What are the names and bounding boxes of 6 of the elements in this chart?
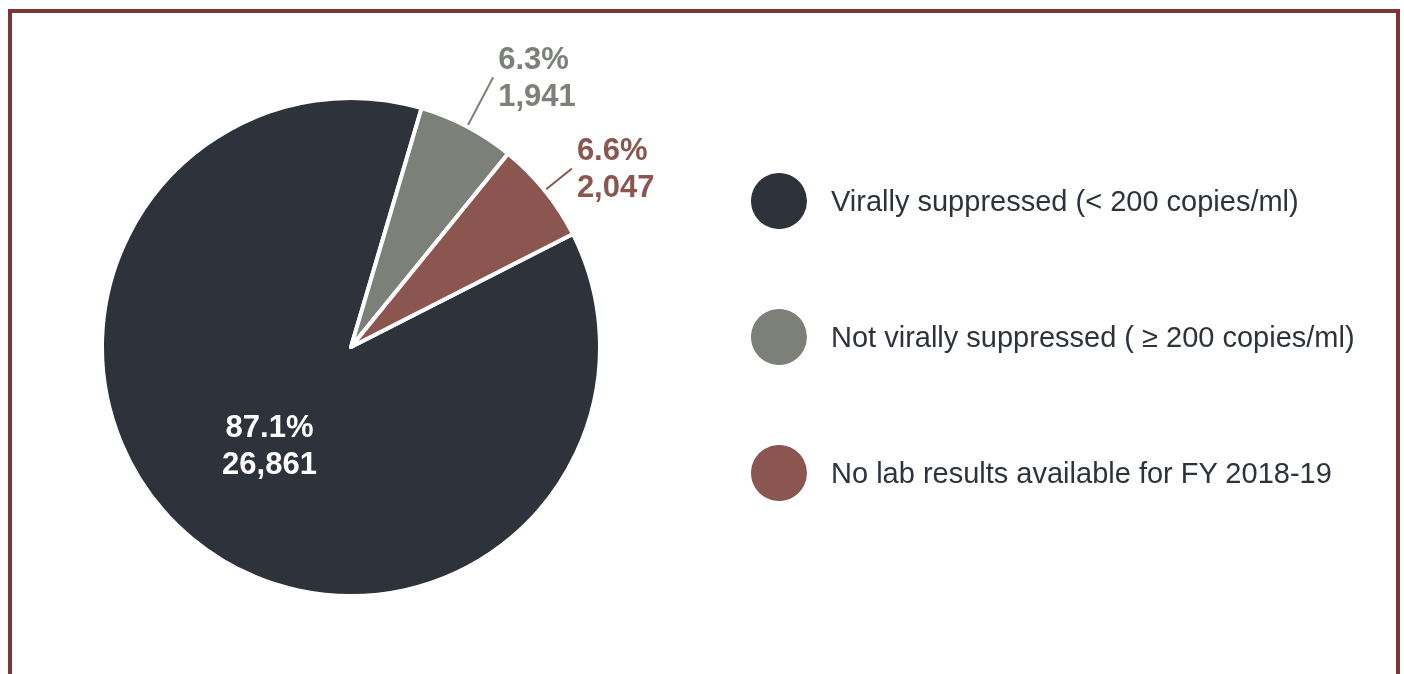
legend-label: No lab results available for FY 2018-19 [831, 457, 1332, 489]
legend-label: Not virally suppressed ( ≥ 200 copies/ml) [831, 321, 1355, 353]
data-label: 6.6% 2,047 [576, 132, 655, 205]
legend-label: Virally suppressed (< 200 copies/ml) [831, 185, 1299, 217]
data-label: 6.3% 1,941 [498, 41, 576, 114]
data-label: 87.1% 26,861 [222, 409, 317, 482]
